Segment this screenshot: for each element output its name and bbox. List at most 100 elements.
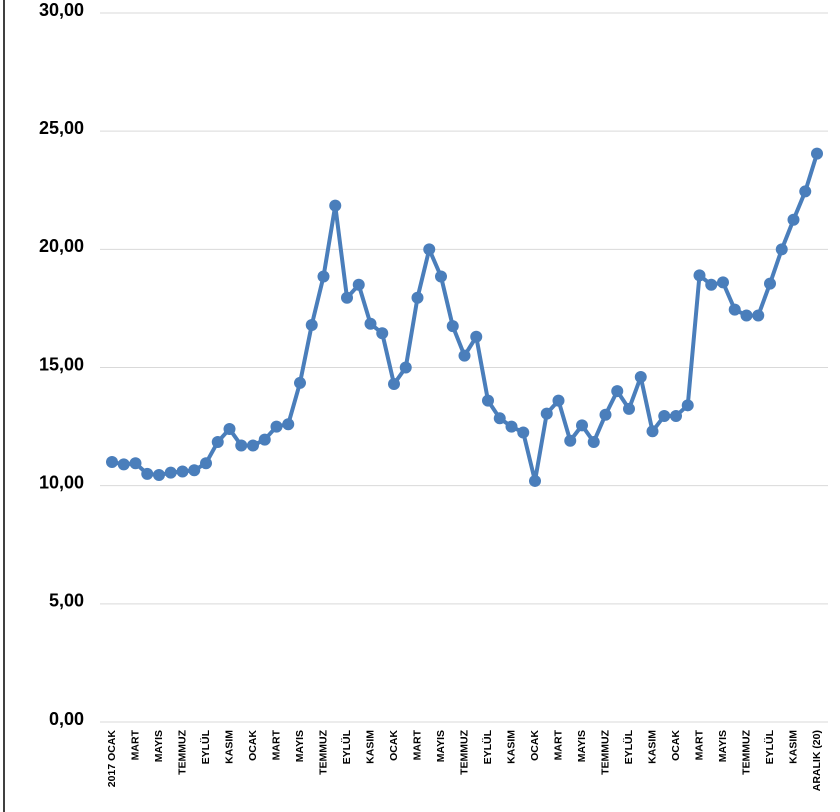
point bbox=[517, 426, 530, 439]
point bbox=[399, 361, 412, 374]
x-tick-label: MAYIS bbox=[717, 730, 729, 762]
point bbox=[681, 399, 694, 412]
point bbox=[646, 425, 659, 438]
point bbox=[106, 456, 118, 469]
x-tick-label: MART bbox=[129, 729, 141, 760]
point bbox=[740, 309, 753, 322]
point bbox=[211, 435, 224, 448]
point bbox=[200, 457, 212, 470]
line bbox=[111, 153, 819, 483]
point bbox=[634, 370, 647, 383]
point bbox=[435, 270, 447, 283]
point bbox=[576, 419, 588, 432]
point bbox=[164, 466, 177, 479]
point bbox=[223, 422, 236, 435]
point bbox=[658, 409, 671, 422]
point bbox=[587, 435, 600, 448]
y-tick-label: 5,00 bbox=[49, 591, 84, 611]
point bbox=[176, 465, 189, 478]
y-tick-label: 25,00 bbox=[39, 118, 84, 138]
y-tick-label: 10,00 bbox=[39, 472, 84, 492]
point bbox=[294, 376, 306, 389]
x-tick-label: MAYIS bbox=[294, 730, 306, 762]
x-tick-label: TEMMUZ bbox=[317, 729, 329, 774]
point bbox=[364, 317, 377, 330]
x-tick-label: TEMMUZ bbox=[176, 729, 188, 774]
y-tick-label: 0,00 bbox=[49, 709, 84, 729]
point bbox=[305, 318, 318, 331]
point bbox=[352, 278, 365, 291]
point bbox=[764, 277, 776, 290]
x-tick-label: MAYIS bbox=[153, 730, 165, 762]
x-tick-label: MART bbox=[552, 729, 564, 760]
point bbox=[446, 320, 459, 333]
point bbox=[693, 269, 706, 282]
x-tick-label: EYLÜL bbox=[481, 729, 494, 764]
point bbox=[247, 439, 259, 452]
x-tick-label: EYLÜL bbox=[763, 729, 776, 764]
point bbox=[258, 433, 271, 446]
point bbox=[752, 309, 765, 322]
point bbox=[482, 394, 494, 407]
point bbox=[811, 147, 823, 160]
point bbox=[775, 243, 788, 256]
point bbox=[540, 407, 553, 420]
point bbox=[388, 378, 400, 391]
point bbox=[529, 474, 541, 487]
x-tick-label: MAYIS bbox=[576, 730, 588, 762]
point bbox=[717, 276, 729, 289]
point bbox=[728, 303, 741, 316]
x-tick-label: OCAK bbox=[247, 730, 259, 761]
point bbox=[470, 330, 483, 343]
x-tick-label: TEMMUZ bbox=[599, 729, 611, 774]
point bbox=[705, 278, 718, 291]
point bbox=[153, 469, 165, 482]
x-tick-label: OCAK bbox=[529, 730, 541, 761]
point bbox=[564, 434, 577, 447]
point bbox=[376, 327, 389, 340]
x-tick-label: OCAK bbox=[670, 730, 682, 761]
x-tick-label: MART bbox=[270, 729, 282, 760]
x-tick-label: KASIM bbox=[223, 730, 235, 764]
point bbox=[599, 408, 612, 421]
point bbox=[329, 199, 342, 212]
x-tick-label: MART bbox=[411, 729, 423, 760]
point bbox=[493, 412, 506, 425]
point bbox=[317, 270, 330, 283]
point bbox=[117, 458, 130, 471]
point bbox=[129, 457, 142, 470]
point bbox=[270, 420, 283, 433]
x-tick-label: EYLÜL bbox=[622, 729, 635, 764]
point bbox=[282, 418, 295, 431]
x-tick-label: MART bbox=[693, 729, 705, 760]
x-tick-label: KASIM bbox=[646, 730, 658, 764]
point bbox=[411, 291, 424, 304]
x-tick-label: KASIM bbox=[364, 730, 376, 764]
x-tick-label: ARALIK (20) bbox=[811, 730, 823, 791]
point bbox=[341, 291, 353, 304]
point bbox=[458, 349, 471, 362]
point bbox=[505, 420, 518, 433]
point bbox=[141, 467, 154, 480]
point bbox=[670, 409, 682, 422]
point bbox=[611, 385, 624, 398]
y-tick-label: 20,00 bbox=[39, 236, 84, 256]
x-tick-label: OCAK bbox=[388, 730, 400, 761]
point bbox=[552, 394, 565, 407]
y-tick-label: 15,00 bbox=[39, 354, 84, 374]
point bbox=[188, 464, 201, 477]
point bbox=[799, 185, 812, 198]
x-tick-label: EYLÜL bbox=[340, 729, 353, 764]
point bbox=[423, 243, 436, 256]
x-tick-label: MAYIS bbox=[435, 730, 447, 762]
point bbox=[235, 439, 248, 452]
x-tick-label: EYLÜL bbox=[199, 729, 212, 764]
x-tick-label: KASIM bbox=[505, 730, 517, 764]
x-tick-label: TEMMUZ bbox=[458, 729, 470, 774]
x-tick-label: 2017 OCAK bbox=[106, 730, 118, 788]
x-tick-label: TEMMUZ bbox=[740, 729, 752, 774]
x-tick-label: KASIM bbox=[787, 730, 799, 764]
point bbox=[623, 402, 635, 415]
